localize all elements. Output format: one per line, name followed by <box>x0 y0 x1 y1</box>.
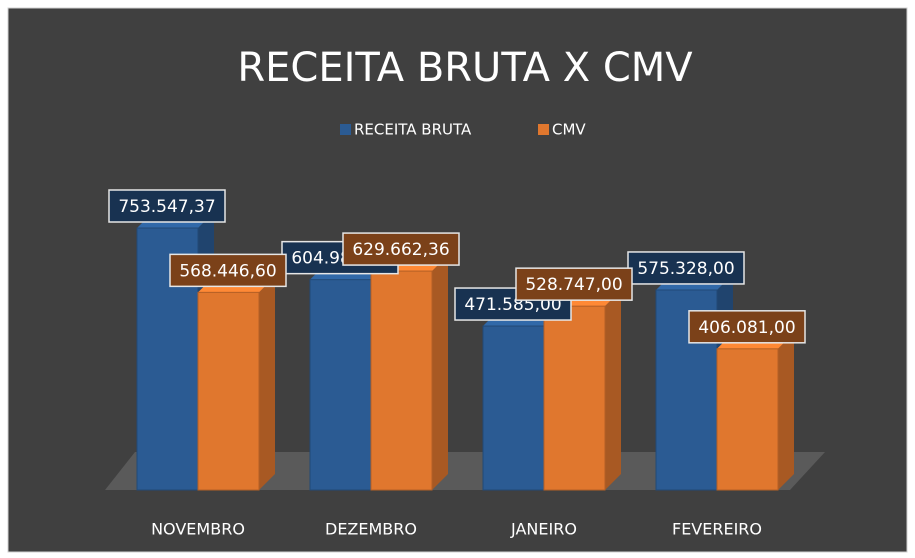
bar <box>716 348 779 491</box>
floor <box>105 452 825 490</box>
bar-side <box>778 332 794 490</box>
legend-label: CMV <box>552 121 586 139</box>
data-label: 406.081,00 <box>698 318 795 338</box>
data-label: 528.747,00 <box>525 275 622 295</box>
data-label-box <box>108 189 226 223</box>
bar <box>309 279 372 491</box>
data-label-box <box>169 253 287 288</box>
data-label: 753.547,37 <box>118 197 215 217</box>
data-label: 568.446,60 <box>179 261 276 281</box>
legend-label: RECEITA BRUTA <box>354 121 472 139</box>
x-tick-label: JANEIRO <box>510 520 577 539</box>
x-tick-label: DEZEMBRO <box>325 520 417 539</box>
x-tick-label: NOVEMBRO <box>151 520 245 539</box>
bar <box>197 291 260 491</box>
bar <box>543 305 606 491</box>
bar <box>370 270 433 491</box>
x-tick-label: FEVEREIRO <box>672 520 762 539</box>
legend-swatch <box>538 124 549 135</box>
chart-title: RECEITA BRUTA X CMV <box>237 45 693 91</box>
data-label-box <box>627 251 745 285</box>
data-label-box <box>515 267 633 301</box>
data-label: 629.662,36 <box>352 240 449 260</box>
data-label-box <box>688 310 806 344</box>
legend-swatch <box>340 124 351 135</box>
bar-side <box>605 290 621 490</box>
data-label-box <box>342 232 460 266</box>
bar <box>482 325 545 491</box>
data-label: 575.328,00 <box>637 259 734 279</box>
bar-side <box>432 255 448 490</box>
bar-side <box>259 276 275 490</box>
